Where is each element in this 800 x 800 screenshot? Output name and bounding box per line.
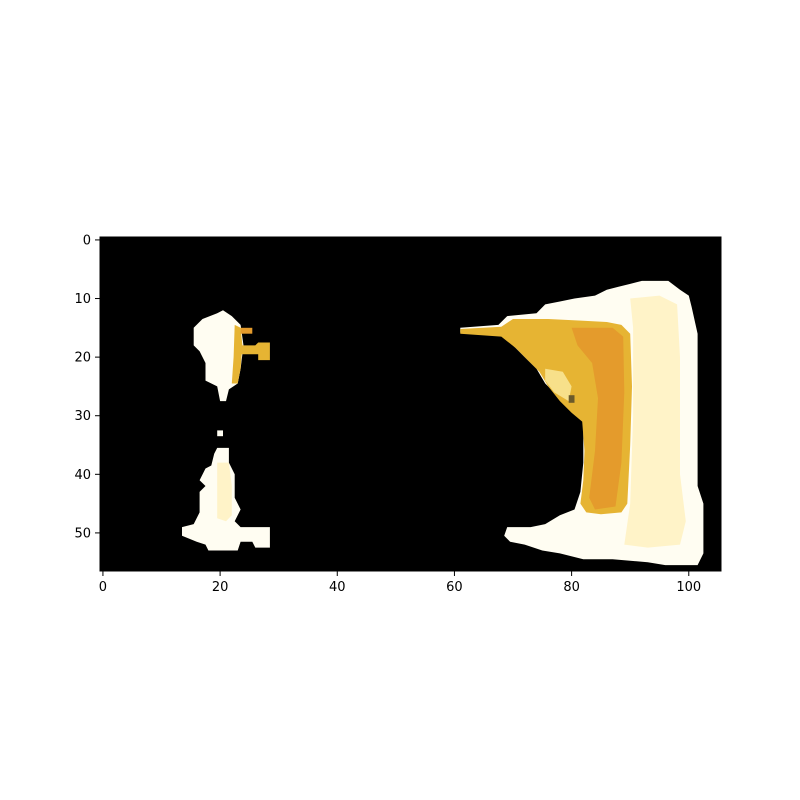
x-tick-label: 80 <box>563 580 580 595</box>
region-small-upper-orange-tab <box>240 327 253 334</box>
y-tick-label: 10 <box>74 292 91 307</box>
y-tick-label: 0 <box>83 233 91 248</box>
region-small-upper-gold-stripe <box>231 324 243 384</box>
y-axis: 0 10 20 30 40 50 <box>74 233 100 541</box>
region-small-upper-right-arm <box>240 342 270 361</box>
x-tick-label: 100 <box>676 580 701 595</box>
x-tick-label: 20 <box>212 580 229 595</box>
image-regions <box>182 280 704 566</box>
y-tick-label: 40 <box>74 468 91 483</box>
y-tick-label: 30 <box>74 409 91 424</box>
x-tick-label: 40 <box>329 580 346 595</box>
x-tick-label: 60 <box>446 580 463 595</box>
region-small-lower-cream-core <box>217 462 232 522</box>
region-small-upper-blob <box>193 310 244 402</box>
y-tick-label: 20 <box>74 351 91 366</box>
region-large-shape-gold-body <box>460 319 632 515</box>
y-tick-label: 50 <box>74 526 91 541</box>
region-large-shape-cream-band <box>624 295 686 548</box>
region-large-shape-light-yellow-inner <box>545 368 572 402</box>
x-tick-label: 0 <box>99 580 107 595</box>
axes-frame <box>99 236 722 572</box>
region-large-shape-orange-core <box>571 327 625 510</box>
region-large-shape-dark-spot <box>568 395 575 403</box>
region-dot <box>217 430 223 437</box>
x-axis: 0 20 40 60 80 100 <box>99 571 701 595</box>
